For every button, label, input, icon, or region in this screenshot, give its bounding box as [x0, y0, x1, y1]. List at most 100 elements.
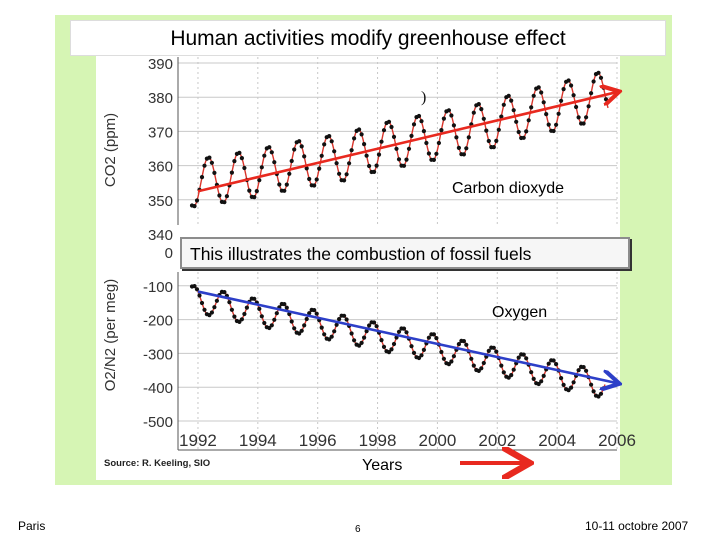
- co2-data-point: [302, 154, 307, 159]
- o2-data-point: [389, 347, 394, 352]
- co2-data-point: [292, 147, 297, 152]
- co2-data-point: [601, 85, 606, 90]
- page-number: 6: [355, 524, 361, 535]
- o2-data-point: [589, 382, 594, 387]
- o2-data-point: [566, 388, 571, 393]
- o2-data-point: [344, 317, 349, 322]
- o2-ytick-label: -200: [143, 313, 173, 330]
- o2-data-point: [401, 326, 407, 331]
- co2-data-point: [409, 133, 414, 138]
- o2-data-point: [319, 325, 324, 330]
- co2-data-point: [471, 110, 476, 115]
- x-tick-label: 1996: [299, 431, 337, 450]
- o2-data-point: [214, 298, 219, 303]
- o2-data-point: [461, 339, 466, 344]
- co2-data-point: [394, 146, 399, 151]
- co2-data-point: [192, 204, 197, 209]
- o2-data-point: [207, 313, 212, 318]
- o2-data-point: [421, 347, 426, 352]
- o2-data-point: [511, 367, 516, 372]
- co2-data-point: [494, 138, 499, 143]
- o2-data-point: [464, 342, 469, 347]
- co2-data-point: [277, 182, 282, 187]
- stray-glyph: ): [421, 89, 426, 106]
- o2-data-point: [227, 300, 232, 305]
- co2-label: Carbon dioxyde: [452, 180, 565, 197]
- o2-data-point: [529, 370, 534, 375]
- co2-data-point: [374, 163, 379, 168]
- co2-data-point: [252, 195, 257, 200]
- o2-data-point: [596, 394, 601, 399]
- o2-label: Oxygen: [492, 304, 548, 321]
- o2-data-point: [516, 355, 521, 360]
- o2-data-point: [307, 311, 312, 316]
- co2-data-point: [262, 153, 267, 158]
- co2-data-point: [401, 163, 407, 168]
- co2-data-point: [367, 163, 372, 169]
- o2-y-axis-label: O2/N2 (per meg): [102, 279, 119, 392]
- co2-data-point: [431, 157, 436, 162]
- co2-data-point: [329, 139, 334, 144]
- co2-data-point: [322, 142, 327, 147]
- co2-data-point: [421, 129, 426, 134]
- co2-data-point: [217, 193, 222, 198]
- o2-data-point: [601, 386, 606, 391]
- co2-data-point: [357, 127, 362, 132]
- co2-data-point: [584, 115, 589, 120]
- co2-data-point: [456, 145, 461, 150]
- o2-data-point: [551, 358, 556, 363]
- o2-data-point: [359, 340, 364, 345]
- o2-data-point: [569, 385, 574, 390]
- co2-data-point: [449, 113, 454, 118]
- co2-data-point: [222, 200, 227, 205]
- co2-data-point: [327, 134, 332, 139]
- co2-data-point: [509, 98, 514, 103]
- o2-data-point: [581, 365, 586, 370]
- o2-data-point: [239, 317, 244, 322]
- o2-data-point: [192, 284, 197, 289]
- o2-data-point: [342, 313, 347, 318]
- o2-data-point: [349, 331, 354, 336]
- o2-data-point: [531, 376, 536, 381]
- o2-data-point: [506, 375, 511, 380]
- o2-data-point: [229, 307, 234, 312]
- co2-data-point: [586, 104, 591, 109]
- x-tick-label: 2000: [418, 431, 456, 450]
- co2-data-point: [434, 151, 439, 156]
- o2-ytick-label: -300: [143, 346, 173, 363]
- co2-data-point: [464, 146, 469, 151]
- co2-data-point: [439, 128, 444, 133]
- o2-data-point: [431, 332, 436, 337]
- co2-data-point: [202, 163, 207, 168]
- o2-data-point: [374, 324, 379, 329]
- co2-data-point: [571, 93, 576, 98]
- o2-data-point: [584, 368, 589, 373]
- co2-ytick-label: 350: [148, 193, 173, 210]
- co2-data-point: [466, 135, 471, 140]
- o2-ytick-label: 0: [165, 245, 173, 262]
- co2-data-point: [267, 145, 272, 150]
- co2-data-point: [559, 98, 564, 103]
- o2-data-point: [559, 376, 564, 381]
- co2-data-point: [199, 175, 205, 180]
- co2-data-point: [451, 123, 456, 128]
- co2-data-point: [247, 188, 252, 193]
- co2-data-point: [436, 140, 441, 146]
- o2-data-point: [197, 293, 202, 298]
- o2-data-point: [439, 349, 444, 355]
- o2-data-point: [501, 370, 506, 375]
- co2-data-point: [342, 178, 347, 183]
- o2-data-point: [509, 373, 514, 378]
- co2-data-point: [284, 182, 289, 187]
- co2-data-point: [524, 129, 529, 134]
- co2-ytick-label: 340: [148, 227, 173, 244]
- co2-data-point: [416, 113, 422, 119]
- o2-data-point: [327, 337, 332, 342]
- o2-data-point: [404, 330, 409, 335]
- co2-data-point: [521, 135, 526, 140]
- co2-data-point: [511, 108, 516, 113]
- co2-data-point: [349, 148, 354, 153]
- o2-data-point: [242, 311, 247, 317]
- co2-data-point: [576, 115, 581, 120]
- o2-data-point: [232, 314, 237, 319]
